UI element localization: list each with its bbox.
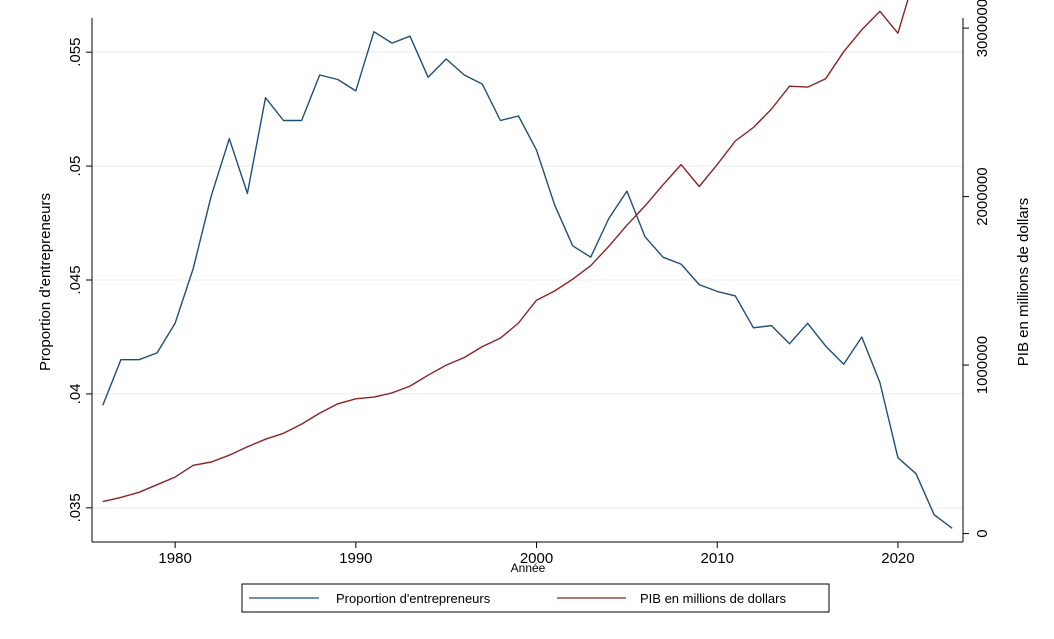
y-left-tick-label: .04 (67, 383, 84, 404)
series-lines (102, 0, 953, 529)
axis-ticks: .035 .04 .045 .05 .055 0 1000000 2000000 3000000… (67, 0, 991, 567)
x-tick-label: 2020 (881, 550, 914, 567)
series-line-pib (102, 0, 909, 503)
y-left-tick-label: .045 (67, 265, 84, 294)
y-left-tick-label: .055 (67, 38, 84, 67)
y-right-tick-label: 1000000 (974, 336, 991, 394)
legend-label-entrepreneurs: Proportion d'entrepreneurs (336, 591, 491, 606)
y-axis-left-title: Proportion d'entrepreneurs (37, 193, 54, 371)
legend: Proportion d'entrepreneurs PIB en millio… (241, 583, 830, 613)
y-right-tick-label: 0 (974, 529, 991, 537)
y-right-tick-label: 2000000 (974, 167, 991, 225)
y-right-tick-label: 3000000 (974, 0, 991, 57)
legend-box (241, 583, 830, 613)
y-left-tick-label: .035 (67, 493, 84, 522)
x-axis-title: Année (511, 561, 546, 575)
x-tick-label: 1990 (339, 550, 372, 567)
x-tick-label: 2010 (701, 550, 734, 567)
x-tick-label: 2000 (520, 550, 553, 567)
y-left-tick-label: .05 (67, 156, 84, 177)
y-axis-right-title: PIB en millions de dollars (1015, 198, 1032, 366)
legend-label-pib: PIB en millions de dollars (640, 591, 786, 606)
series-line-entrepreneurs (102, 31, 953, 529)
x-tick-label: 1980 (158, 550, 191, 567)
gridlines (92, 51, 963, 509)
